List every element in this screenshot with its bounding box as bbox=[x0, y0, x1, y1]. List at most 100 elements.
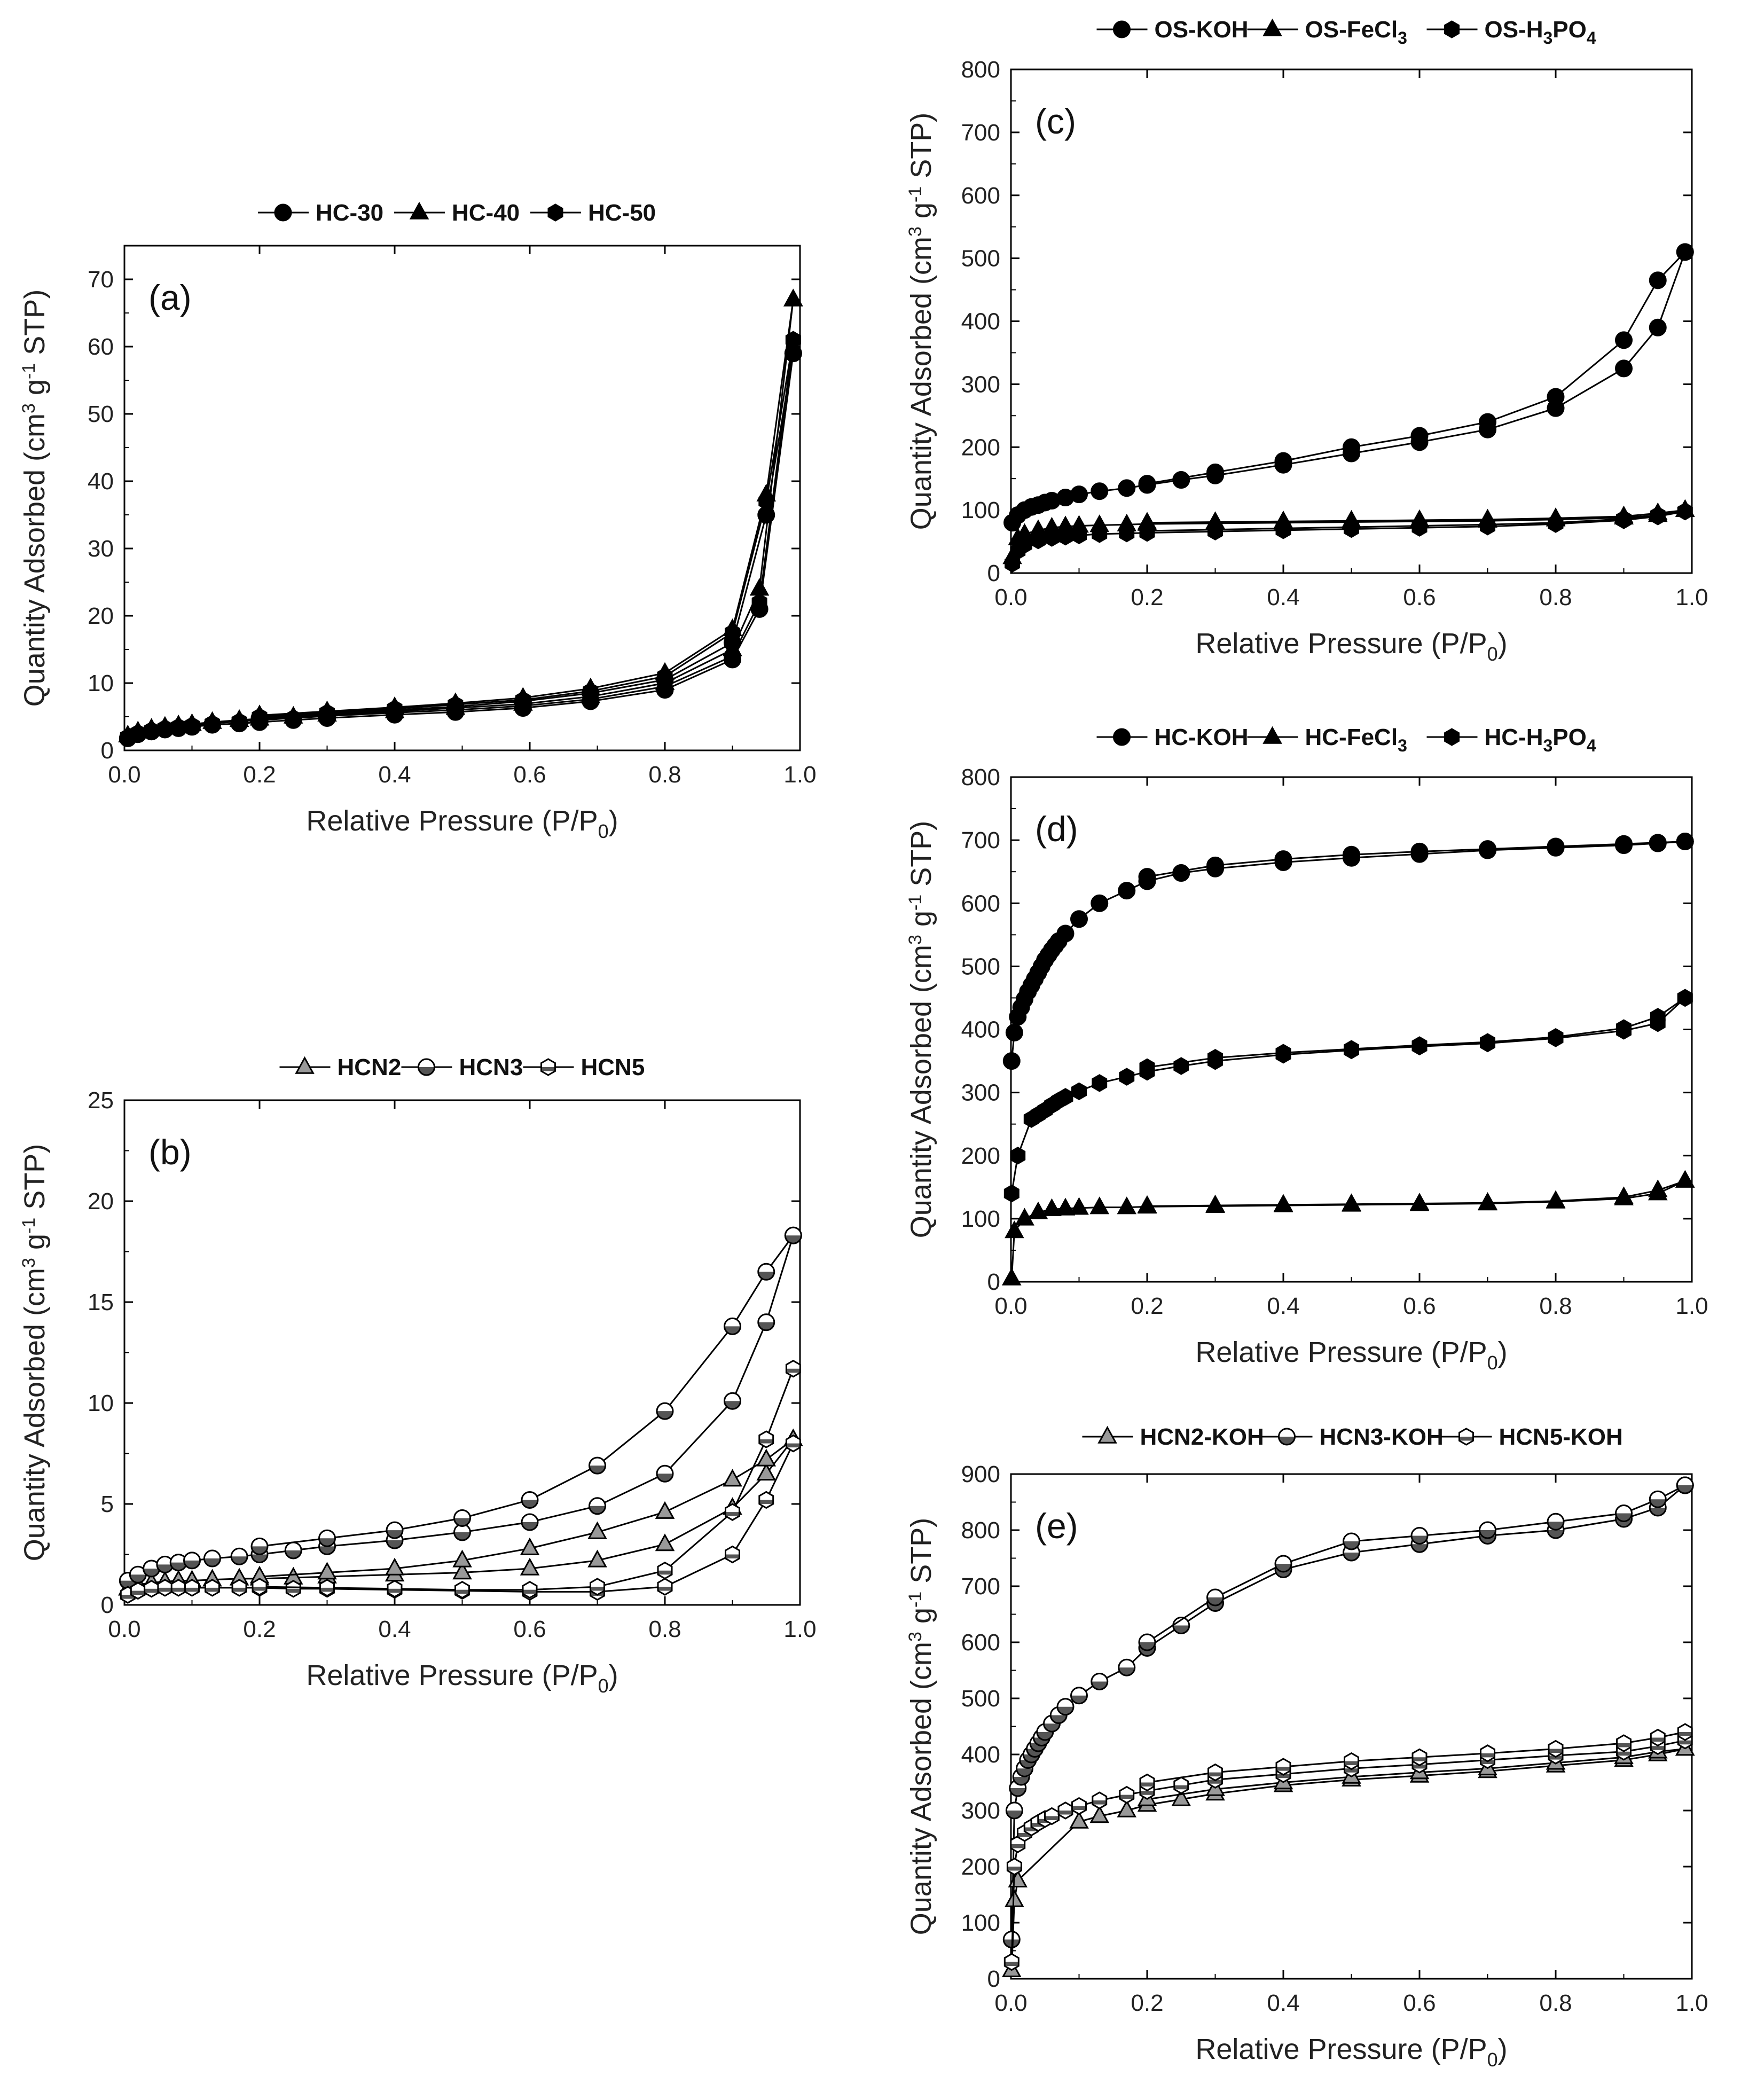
data-point bbox=[1010, 1147, 1026, 1165]
chart-panel-0: 0.0 0.2 0.4 0.6 0.8 1.0010203040506070Relativ… bbox=[19, 200, 817, 842]
marker-half bbox=[1174, 1785, 1188, 1790]
data-point bbox=[1005, 1801, 1023, 1820]
marker-half bbox=[657, 1474, 673, 1482]
data-point bbox=[758, 1491, 774, 1509]
y-axis-title-main: Quantity Adsorbed (cm bbox=[19, 1268, 51, 1561]
x-tick-label: 0.4 bbox=[1267, 1990, 1299, 2016]
data-point bbox=[1071, 526, 1087, 545]
y-tick-label: 500 bbox=[961, 953, 1000, 980]
marker-half bbox=[387, 1588, 402, 1593]
data-point bbox=[656, 1464, 674, 1483]
series-line bbox=[259, 1438, 794, 1578]
chart-panel-4: 0.0 0.2 0.4 0.6 0.8 1.0 0 100 200 300 400 500 600 700… bbox=[905, 1424, 1708, 2071]
marker-outline bbox=[1119, 1785, 1135, 1804]
marker-outline bbox=[657, 1578, 673, 1596]
marker-half bbox=[418, 1067, 435, 1076]
data-point bbox=[1092, 1791, 1108, 1809]
data-point bbox=[1056, 1698, 1075, 1716]
data-point bbox=[1676, 243, 1694, 261]
y-tick-label: 500 bbox=[961, 246, 1000, 272]
data-point bbox=[757, 1313, 775, 1331]
legend-label: HCN5 bbox=[581, 1054, 645, 1080]
data-point bbox=[1042, 1198, 1062, 1216]
x-tick-label: 0.2 bbox=[243, 762, 276, 788]
data-point bbox=[1005, 1889, 1024, 1907]
marker-half bbox=[1091, 1681, 1108, 1690]
marker-half bbox=[387, 1530, 403, 1539]
marker-outline bbox=[387, 1580, 403, 1598]
data-point bbox=[1070, 1687, 1088, 1705]
data-point bbox=[521, 1513, 539, 1531]
legend-item: HC-FeCl3 bbox=[1247, 724, 1407, 755]
legend-marker bbox=[547, 203, 563, 222]
data-point bbox=[453, 1509, 471, 1527]
legend-label: HC-KOH bbox=[1155, 724, 1249, 750]
marker-half bbox=[1344, 1768, 1359, 1773]
data-point bbox=[319, 1579, 335, 1597]
data-point bbox=[1548, 513, 1564, 532]
data-point bbox=[1092, 525, 1108, 543]
chart-panel-3: 0.0 0.2 0.4 0.6 0.8 1.0 0 100 200 300 400 500 600 700… bbox=[905, 724, 1708, 1374]
legend-label-sub: 3 bbox=[1398, 28, 1407, 48]
data-point bbox=[1548, 1739, 1564, 1758]
data-point bbox=[1089, 1196, 1110, 1214]
legend-label: HC-30 bbox=[316, 200, 383, 226]
marker-outline bbox=[1138, 1633, 1156, 1651]
marker-outline bbox=[1480, 1744, 1495, 1762]
y-axis-title-sup: -1 bbox=[905, 1592, 926, 1608]
marker-outline bbox=[1056, 1698, 1075, 1716]
marker-outline bbox=[1410, 1527, 1429, 1545]
x-tick-label: 1.0 bbox=[1675, 1990, 1708, 2016]
x-tick-label: 0.8 bbox=[648, 762, 681, 788]
data-point bbox=[1546, 1190, 1566, 1208]
y-tick-label: 0 bbox=[987, 560, 1000, 586]
marker-half bbox=[1208, 1780, 1222, 1784]
legend-label: OS-H3PO4 bbox=[1485, 17, 1596, 48]
legend: OS-KOH OS-FeCl3 OS-H3PO4 bbox=[1096, 17, 1596, 48]
data-point bbox=[724, 1317, 741, 1335]
legend-label: HC-50 bbox=[588, 200, 656, 226]
y-axis-title-end: STP) bbox=[19, 1144, 51, 1218]
data-point bbox=[1005, 554, 1020, 573]
x-tick-label: 0.0 bbox=[108, 1616, 140, 1642]
data-point bbox=[170, 718, 186, 736]
data-point bbox=[1344, 1752, 1359, 1770]
series-hc-koh-desorption bbox=[1138, 832, 1694, 886]
marker-half bbox=[522, 1589, 537, 1594]
x-axis-title-main: Relative Pressure (P/P bbox=[1195, 2033, 1487, 2065]
data-point bbox=[1139, 1773, 1155, 1792]
data-point bbox=[1479, 1521, 1496, 1539]
marker-half bbox=[232, 1587, 247, 1592]
data-point bbox=[205, 714, 220, 733]
data-point bbox=[1206, 856, 1224, 874]
data-point bbox=[1057, 1088, 1073, 1106]
x-tick-label: 0.4 bbox=[1267, 584, 1299, 610]
series-line bbox=[1010, 1180, 1685, 1279]
data-point bbox=[725, 623, 740, 642]
marker-half bbox=[143, 1568, 160, 1577]
marker-outline bbox=[250, 1537, 269, 1555]
y-axis-title-sup: -1 bbox=[905, 895, 926, 911]
data-point bbox=[1649, 271, 1667, 289]
series-line bbox=[259, 353, 794, 719]
y-tick-label: 400 bbox=[961, 1742, 1000, 1768]
marker-half bbox=[1276, 1767, 1291, 1771]
data-point bbox=[452, 1549, 472, 1568]
data-point bbox=[1274, 850, 1292, 868]
marker-half bbox=[1071, 1695, 1087, 1704]
data-point bbox=[1071, 1797, 1087, 1815]
data-point bbox=[724, 1392, 741, 1410]
marker-half bbox=[454, 1518, 470, 1526]
marker-half bbox=[590, 1586, 605, 1591]
y-axis-title: Quantity Adsorbed (cm3 g-1 STP) bbox=[19, 1144, 51, 1561]
legend-marker bbox=[1278, 1428, 1296, 1446]
data-point bbox=[1677, 989, 1693, 1007]
marker-half bbox=[1678, 1732, 1692, 1736]
y-tick-label: 10 bbox=[88, 670, 114, 696]
legend-label-sub: 4 bbox=[1587, 28, 1596, 48]
data-point bbox=[657, 1578, 673, 1596]
series-line bbox=[259, 299, 794, 716]
marker-outline bbox=[1070, 1687, 1088, 1705]
x-axis-title-sub: 0 bbox=[598, 820, 609, 842]
data-point bbox=[284, 1541, 302, 1560]
